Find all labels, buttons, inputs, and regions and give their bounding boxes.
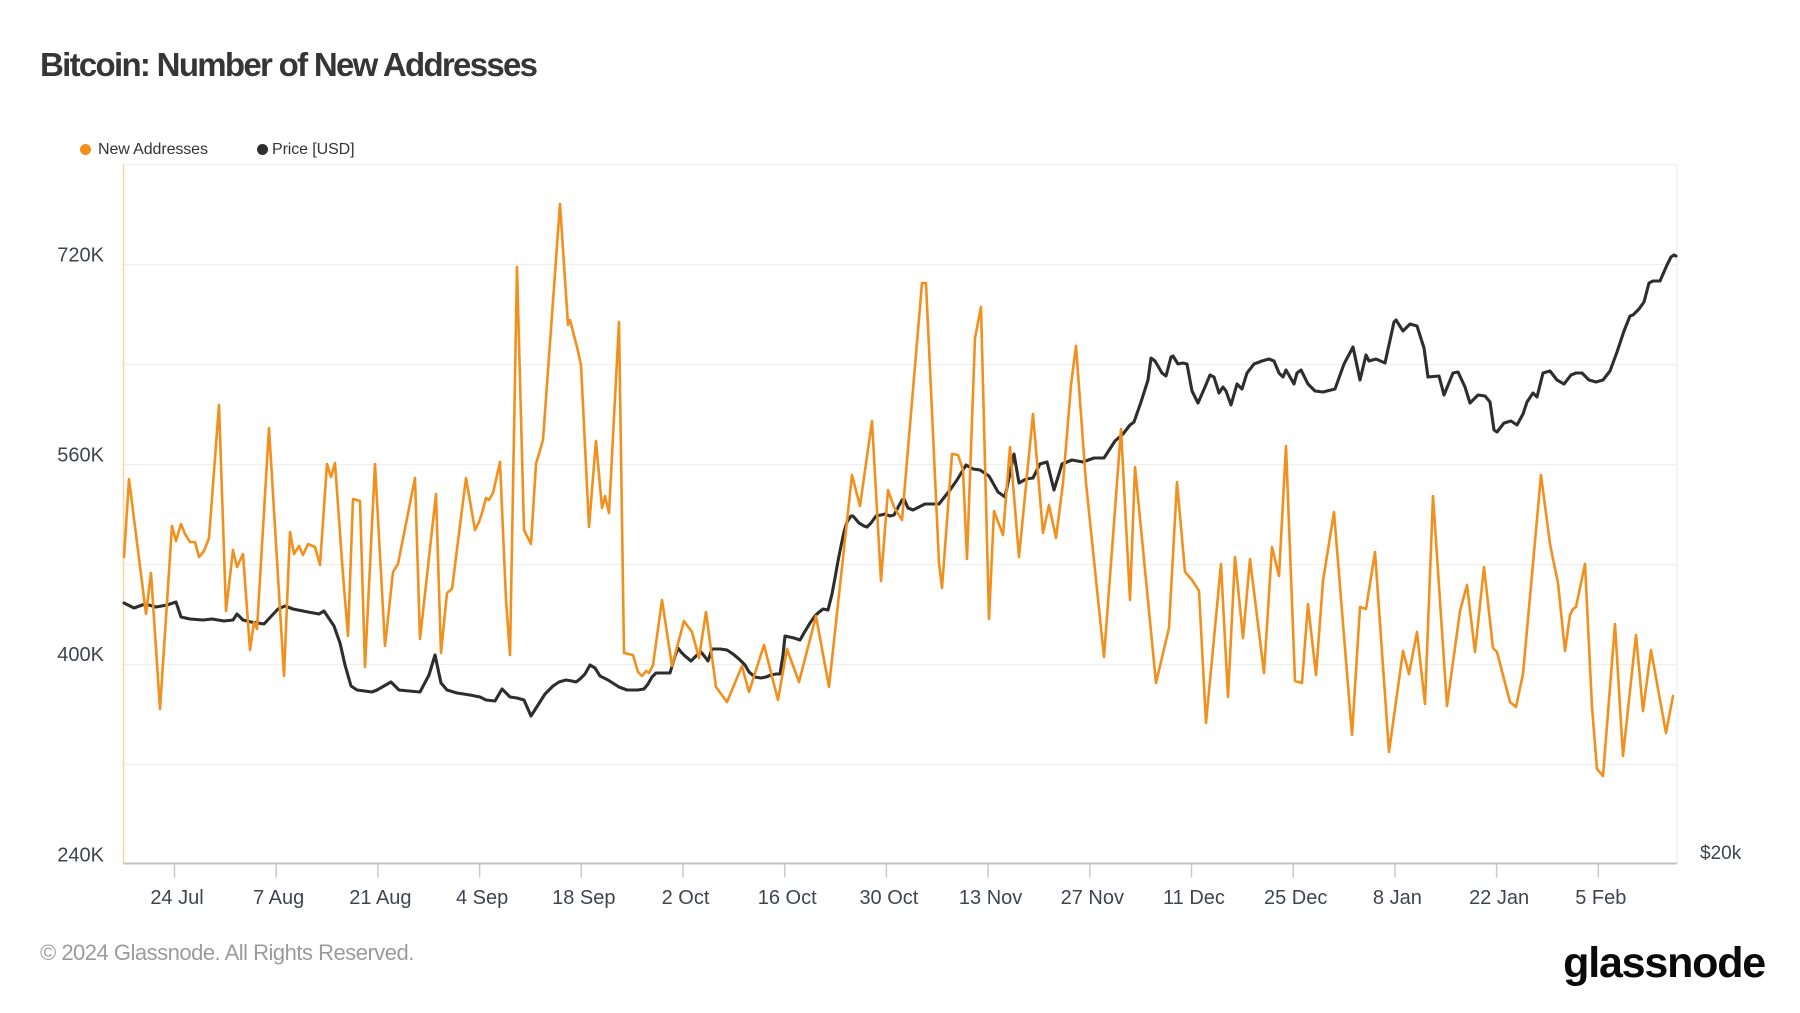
svg-text:$20k: $20k [1700,843,1742,864]
svg-text:400K: 400K [57,644,104,666]
svg-text:5 Feb: 5 Feb [1575,887,1626,909]
svg-text:560K: 560K [57,444,104,466]
svg-text:240K: 240K [57,845,104,867]
svg-text:7 Aug: 7 Aug [253,887,304,909]
svg-text:25 Dec: 25 Dec [1264,887,1327,909]
svg-text:13 Nov: 13 Nov [959,887,1022,909]
svg-text:8 Jan: 8 Jan [1373,887,1422,909]
svg-text:21 Aug: 21 Aug [349,887,411,909]
svg-text:16 Oct: 16 Oct [758,887,817,909]
svg-text:24 Jul: 24 Jul [150,887,203,909]
svg-text:4 Sep: 4 Sep [456,887,508,909]
svg-text:27 Nov: 27 Nov [1061,887,1124,909]
svg-text:11 Dec: 11 Dec [1163,887,1225,909]
svg-text:18 Sep: 18 Sep [552,887,615,909]
svg-text:22 Jan: 22 Jan [1469,887,1529,909]
svg-text:30 Oct: 30 Oct [859,887,918,909]
svg-text:720K: 720K [57,244,104,266]
svg-text:2 Oct: 2 Oct [662,887,710,909]
